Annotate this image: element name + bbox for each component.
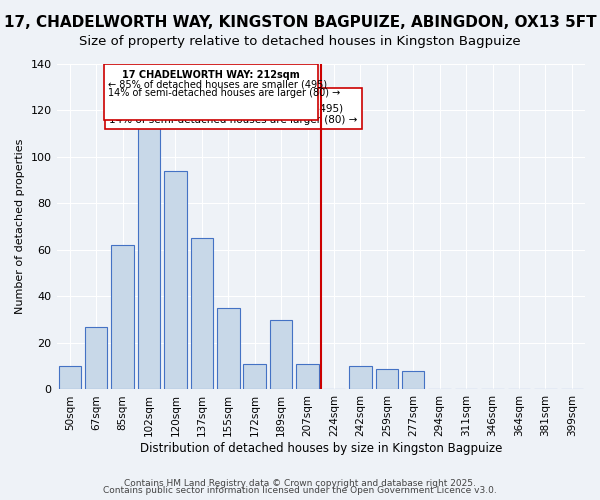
Text: 17, CHADELWORTH WAY, KINGSTON BAGPUIZE, ABINGDON, OX13 5FT: 17, CHADELWORTH WAY, KINGSTON BAGPUIZE, … — [4, 15, 596, 30]
Text: ← 85% of detached houses are smaller (495): ← 85% of detached houses are smaller (49… — [108, 79, 327, 89]
Bar — [59, 366, 81, 390]
Bar — [191, 238, 213, 390]
Bar — [138, 127, 160, 390]
Text: 17 CHADELWORTH WAY: 212sqm
← 85% of detached houses are smaller (495)
14% of sem: 17 CHADELWORTH WAY: 212sqm ← 85% of deta… — [109, 92, 358, 125]
Bar — [270, 320, 292, 390]
Bar — [85, 326, 107, 390]
Text: 17 CHADELWORTH WAY: 212sqm: 17 CHADELWORTH WAY: 212sqm — [122, 70, 300, 80]
Bar — [376, 368, 398, 390]
Bar — [244, 364, 266, 390]
Text: Contains public sector information licensed under the Open Government Licence v3: Contains public sector information licen… — [103, 486, 497, 495]
Bar — [296, 364, 319, 390]
Text: 14% of semi-detached houses are larger (80) →: 14% of semi-detached houses are larger (… — [108, 88, 340, 99]
Bar — [104, 64, 318, 120]
Bar — [112, 246, 134, 390]
Text: Size of property relative to detached houses in Kingston Bagpuize: Size of property relative to detached ho… — [79, 35, 521, 48]
Bar — [164, 171, 187, 390]
Y-axis label: Number of detached properties: Number of detached properties — [15, 139, 25, 314]
Bar — [349, 366, 371, 390]
Text: Contains HM Land Registry data © Crown copyright and database right 2025.: Contains HM Land Registry data © Crown c… — [124, 478, 476, 488]
X-axis label: Distribution of detached houses by size in Kingston Bagpuize: Distribution of detached houses by size … — [140, 442, 502, 455]
Bar — [402, 371, 424, 390]
Bar — [217, 308, 239, 390]
